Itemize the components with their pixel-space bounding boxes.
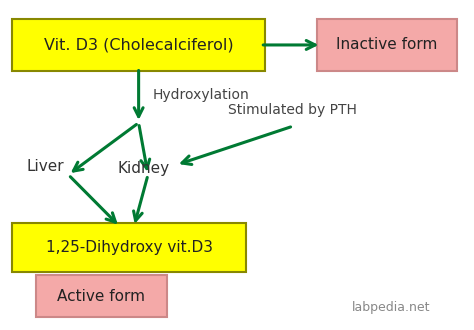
Text: Kidney: Kidney (118, 161, 170, 176)
Text: Stimulated by PTH: Stimulated by PTH (228, 103, 356, 117)
Text: Inactive form: Inactive form (336, 38, 438, 52)
Text: Liver: Liver (26, 159, 64, 174)
Text: Active form: Active form (57, 289, 145, 304)
FancyBboxPatch shape (12, 19, 265, 71)
Text: Vit. D3 (Cholecalciferol): Vit. D3 (Cholecalciferol) (44, 38, 233, 52)
Text: labpedia.net: labpedia.net (352, 301, 431, 314)
FancyBboxPatch shape (317, 19, 457, 71)
Text: 1,25-Dihydroxy vit.D3: 1,25-Dihydroxy vit.D3 (46, 240, 213, 255)
Text: Hydroxylation: Hydroxylation (153, 88, 249, 102)
FancyBboxPatch shape (36, 275, 167, 317)
FancyBboxPatch shape (12, 223, 246, 272)
